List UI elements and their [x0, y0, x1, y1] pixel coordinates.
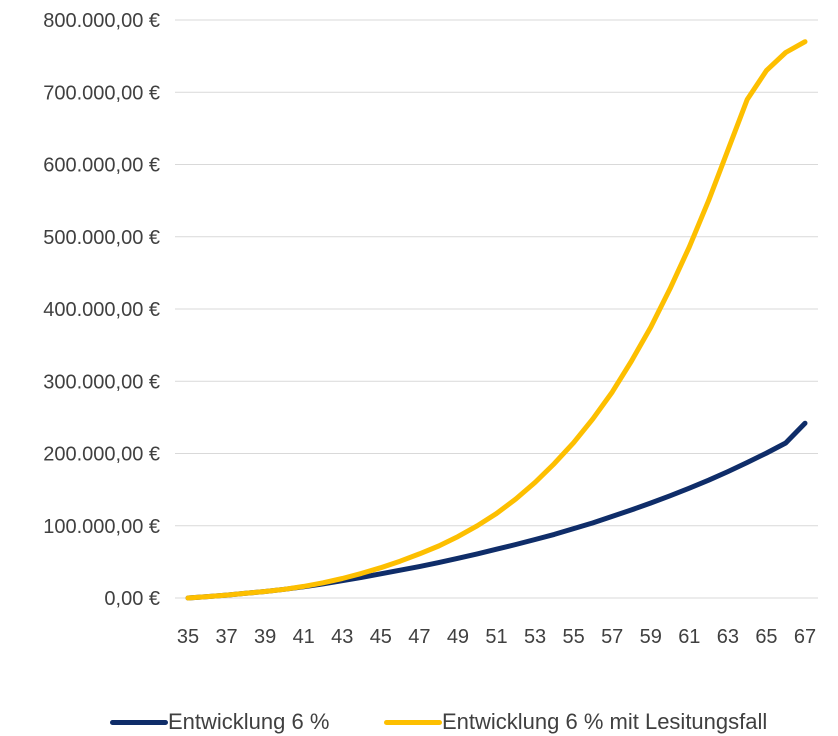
x-tick-label-7: 49 — [447, 626, 469, 648]
legend-item-series-2: Entwicklung 6 % mit Lesitungsfall — [384, 708, 767, 736]
legend-label-series-1: Entwicklung 6 % — [168, 709, 330, 734]
y-tick-label-1: 100.000,00 € — [43, 516, 160, 538]
x-tick-label-0: 35 — [177, 626, 199, 648]
x-tick-label-14: 63 — [717, 626, 739, 648]
y-tick-label-5: 500.000,00 € — [43, 227, 160, 249]
x-tick-label-4: 43 — [331, 626, 353, 648]
y-tick-label-3: 300.000,00 € — [43, 371, 160, 393]
y-tick-label-0: 0,00 € — [104, 588, 160, 610]
y-tick-label-2: 200.000,00 € — [43, 444, 160, 466]
gridlines — [175, 19, 818, 599]
x-tick-label-6: 47 — [408, 626, 430, 648]
x-tick-label-5: 45 — [370, 626, 392, 648]
x-tick-label-12: 59 — [640, 626, 662, 648]
x-tick-label-2: 39 — [254, 626, 276, 648]
y-tick-label-8: 800.000,00 € — [43, 10, 160, 32]
legend-item-series-1: Entwicklung 6 % — [110, 708, 329, 736]
series-line-2 — [185, 39, 808, 601]
x-tick-label-13: 61 — [678, 626, 700, 648]
x-tick-label-10: 55 — [563, 626, 585, 648]
x-tick-label-15: 65 — [755, 626, 777, 648]
x-tick-label-3: 41 — [293, 626, 315, 648]
y-axis-tick-labels: 0,00 € 100.000,00 € 200.000,00 € 300.000,00… — [43, 10, 160, 610]
legend: Entwicklung 6 % Entwicklung 6 % mit Lesi… — [0, 708, 838, 736]
line-chart: 0,00 € 100.000,00 € 200.000,00 € 300.000,00… — [43, 10, 818, 648]
legend-swatch-series-1 — [110, 719, 168, 725]
x-tick-label-16: 67 — [794, 626, 816, 648]
legend-swatch-series-2 — [384, 719, 442, 725]
x-tick-label-9: 53 — [524, 626, 546, 648]
series-lines — [185, 39, 808, 601]
y-tick-label-4: 400.000,00 € — [43, 299, 160, 321]
x-tick-label-8: 51 — [485, 626, 507, 648]
x-axis-tick-labels: 35 37 39 41 43 45 47 49 51 53 55 57 59 61 63 65 67 — [177, 626, 816, 648]
x-tick-label-1: 37 — [215, 626, 237, 648]
legend-label-series-2: Entwicklung 6 % mit Lesitungsfall — [442, 709, 768, 734]
y-tick-label-6: 600.000,00 € — [43, 155, 160, 177]
x-tick-label-11: 57 — [601, 626, 623, 648]
y-tick-label-7: 700.000,00 € — [43, 82, 160, 104]
